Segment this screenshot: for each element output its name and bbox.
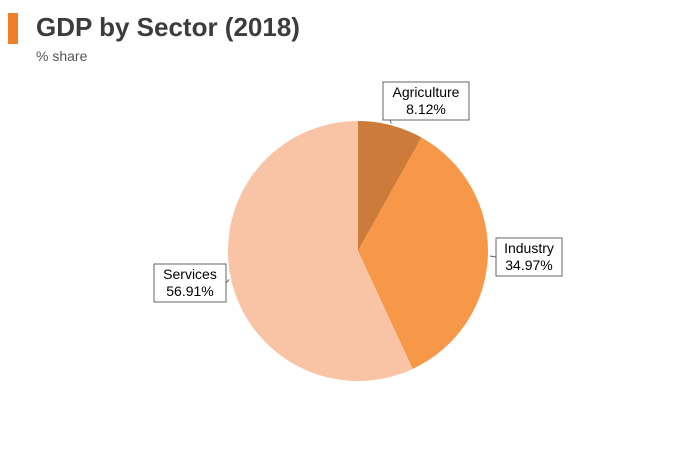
- title-accent-bar: [8, 13, 18, 44]
- label-box-agriculture: [382, 81, 470, 121]
- slice-value-label: 8.12%: [406, 101, 446, 117]
- slice-value-label: 56.91%: [166, 283, 213, 299]
- pie-slices: [228, 121, 489, 381]
- label-box-services: [153, 263, 227, 303]
- label-connector-industry: [489, 255, 497, 258]
- slice-name-label: Industry: [504, 240, 554, 256]
- pie-slice-industry: [358, 137, 489, 369]
- chart-subtitle: % share: [36, 48, 88, 64]
- label-box-industry: [495, 237, 563, 277]
- slice-name-label: Agriculture: [393, 84, 460, 100]
- slice-name-label: Services: [163, 266, 217, 282]
- chart-title: GDP by Sector (2018): [36, 12, 300, 42]
- pie-slice-services: [228, 121, 413, 381]
- label-connector-services: [225, 279, 230, 284]
- pie-slice-agriculture: [358, 121, 422, 251]
- slice-value-label: 34.97%: [505, 257, 552, 273]
